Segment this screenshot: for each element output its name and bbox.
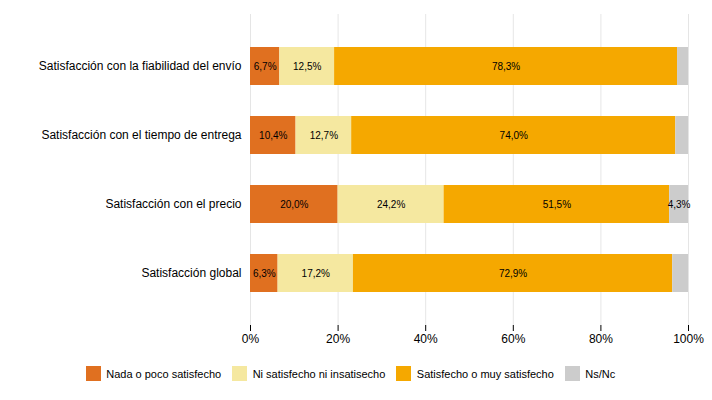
- svg-text:6,7%: 6,7%: [254, 61, 277, 72]
- html-text:Ni satisfecho ni insatisecho: Ni satisfecho ni insatisecho: [252, 367, 386, 380]
- svg-text:40%: 40%: [414, 332, 438, 346]
- html-text:Satisfecho o muy satisfecho: Satisfecho o muy satisfecho: [416, 367, 554, 380]
- svg-text:20,0%: 20,0%: [280, 199, 308, 210]
- svg-text:0%: 0%: [242, 332, 260, 346]
- svg-text:12,7%: 12,7%: [310, 130, 338, 141]
- svg-text:Satisfacción con el precio: Satisfacción con el precio: [105, 197, 241, 211]
- svg-text:78,3%: 78,3%: [492, 61, 520, 72]
- svg-text:20%: 20%: [326, 332, 350, 346]
- svg-text:100%: 100%: [673, 332, 704, 346]
- html-text:Ns/Nc: Ns/Nc: [585, 367, 616, 380]
- svg-text:17,2%: 17,2%: [302, 268, 330, 279]
- svg-text:6,3%: 6,3%: [253, 268, 276, 279]
- svg-text:24,2%: 24,2%: [377, 199, 405, 210]
- svg-text:Satisfacción con la fiabilidad: Satisfacción con la fiabilidad del envío: [39, 59, 242, 73]
- svg-text:Satisfacción con el tiempo de: Satisfacción con el tiempo de entrega: [41, 128, 241, 142]
- svg-text:10,4%: 10,4%: [259, 130, 287, 141]
- html-text:Nada o poco satisfecho: Nada o poco satisfecho: [106, 367, 222, 380]
- svg-text:51,5%: 51,5%: [543, 199, 571, 210]
- svg-text:80%: 80%: [589, 332, 613, 346]
- svg-text:12,5%: 12,5%: [293, 61, 321, 72]
- svg-text:Satisfacción global: Satisfacción global: [141, 266, 241, 280]
- svg-text:4,3%: 4,3%: [668, 199, 691, 210]
- svg-text:72,9%: 72,9%: [499, 268, 527, 279]
- svg-text:60%: 60%: [501, 332, 525, 346]
- svg-text:74,0%: 74,0%: [500, 130, 528, 141]
